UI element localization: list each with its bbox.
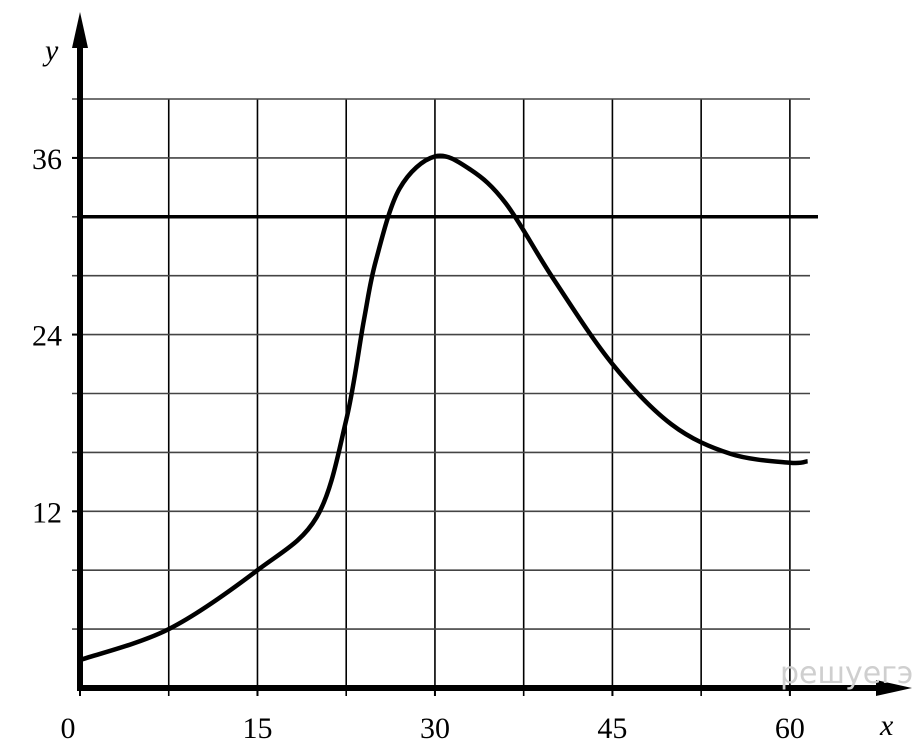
y-axis-label: y (42, 34, 59, 67)
y-axis-arrow (72, 12, 88, 48)
y-tick-label: 12 (32, 496, 62, 529)
x-tick-label: 0 (61, 712, 76, 745)
x-axis-arrow (876, 680, 912, 696)
grid (72, 98, 810, 696)
curve (79, 153, 809, 663)
x-tick-label: 15 (242, 712, 272, 745)
x-axis-label: x (879, 709, 894, 742)
y-tick-label: 24 (32, 320, 62, 353)
x-tick-label: 30 (420, 712, 450, 745)
watermark: решуегэ.рф (780, 656, 916, 691)
x-tick-label: 60 (775, 712, 805, 745)
y-tick-label: 36 (32, 143, 62, 176)
x-tick-label: 45 (597, 712, 627, 745)
